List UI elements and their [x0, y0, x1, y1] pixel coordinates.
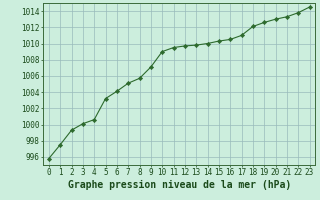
X-axis label: Graphe pression niveau de la mer (hPa): Graphe pression niveau de la mer (hPa)	[68, 180, 291, 190]
